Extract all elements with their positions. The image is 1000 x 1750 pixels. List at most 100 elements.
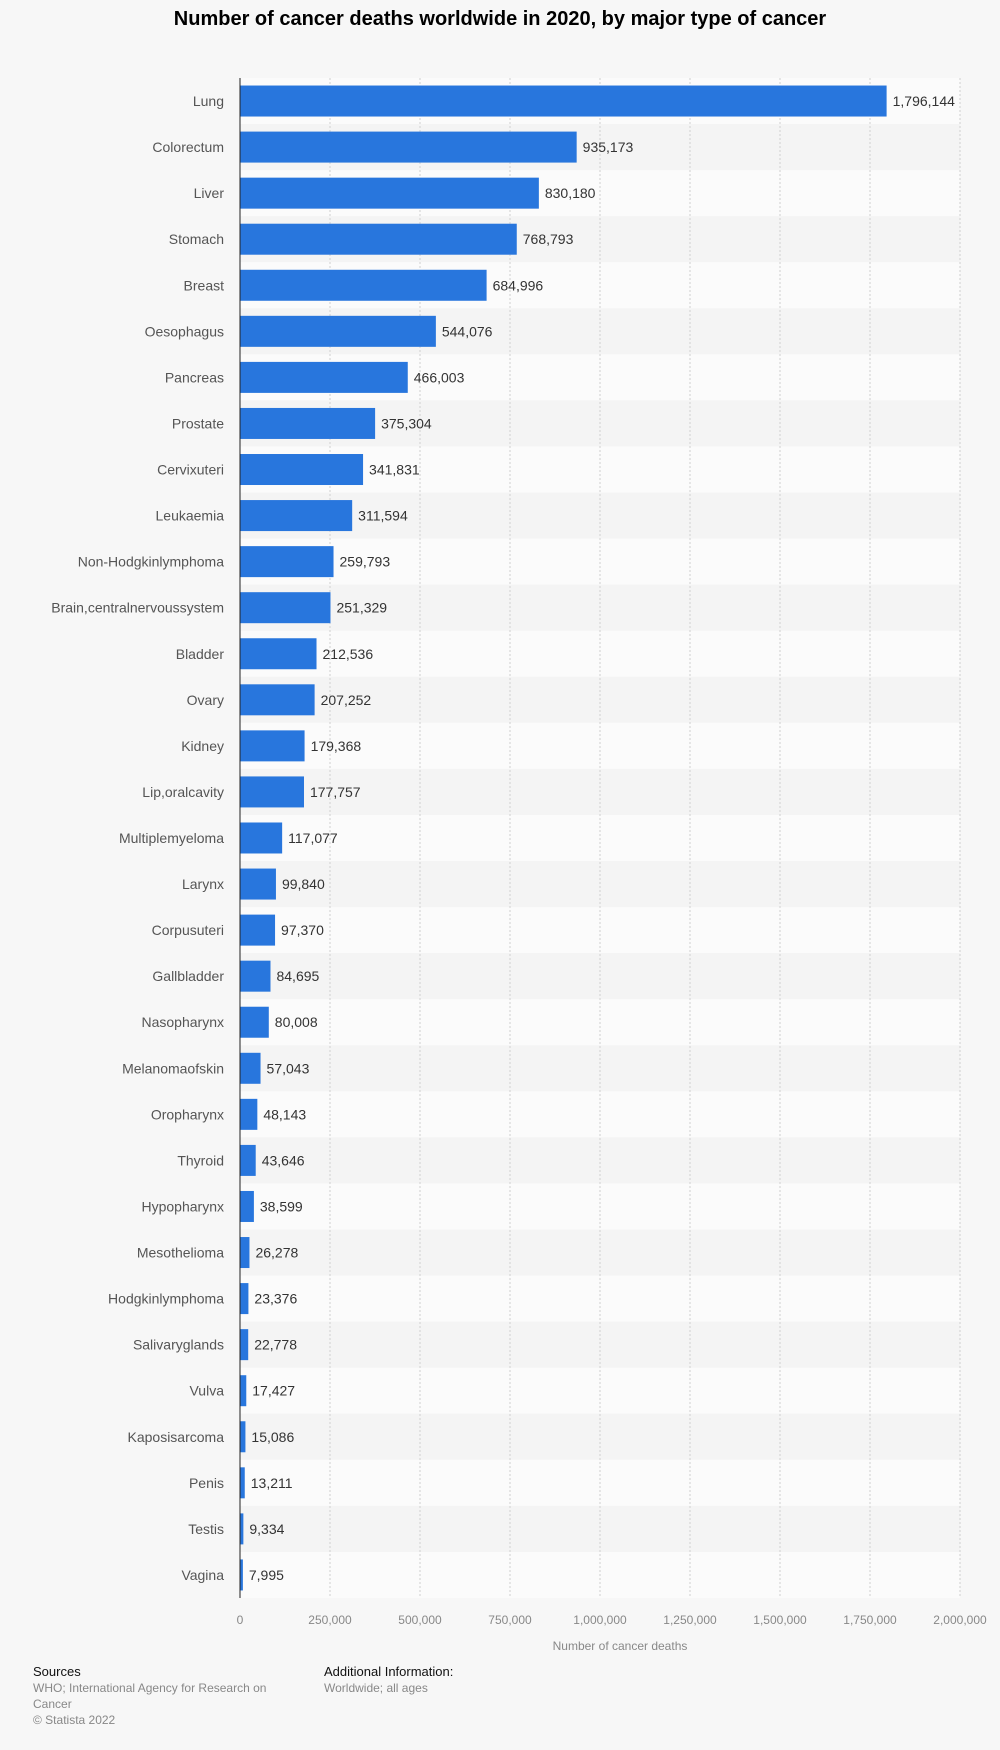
x-tick-label: 1,000,000 (573, 1613, 627, 1627)
value-label: 684,996 (493, 277, 544, 293)
category-label: Pancreas (165, 369, 224, 385)
bar[interactable] (240, 776, 304, 808)
category-label: Penis (189, 1475, 224, 1491)
value-label: 38,599 (260, 1198, 303, 1214)
bar[interactable] (240, 1329, 249, 1361)
bar[interactable] (240, 1375, 247, 1407)
bar[interactable] (240, 1052, 261, 1084)
category-label: Bladder (176, 646, 225, 662)
bar[interactable] (240, 315, 436, 347)
category-label: Thyroid (177, 1152, 224, 1168)
bar[interactable] (240, 868, 276, 900)
bar[interactable] (240, 1467, 245, 1499)
x-tick-label: 500,000 (398, 1613, 442, 1627)
value-label: 22,778 (254, 1337, 297, 1353)
category-label: Liver (194, 185, 225, 201)
bar[interactable] (240, 500, 353, 532)
bar[interactable] (240, 1190, 254, 1222)
category-label: Multiplemyeloma (119, 830, 224, 846)
value-label: 259,793 (340, 554, 391, 570)
bar[interactable] (240, 454, 364, 486)
category-label: Lip,oralcavity (142, 784, 224, 800)
additional-info-heading: Additional Information: (324, 1664, 454, 1679)
bar[interactable] (240, 1559, 243, 1591)
category-label: Nasopharynx (142, 1014, 225, 1030)
value-label: 768,793 (523, 231, 574, 247)
bar[interactable] (240, 269, 487, 301)
x-axis-title: Number of cancer deaths (553, 1639, 688, 1653)
value-label: 830,180 (545, 185, 596, 201)
value-label: 43,646 (262, 1152, 305, 1168)
row-band (240, 1321, 960, 1368)
sources-text[interactable]: WHO; International Agency for Research o… (33, 1681, 267, 1711)
value-label: 117,077 (288, 830, 338, 846)
category-label: Stomach (169, 231, 224, 247)
bar[interactable] (240, 131, 577, 163)
bar[interactable] (240, 638, 317, 670)
sources-block: Sources WHO; International Agency for Re… (33, 1664, 283, 1728)
category-label: Testis (188, 1521, 224, 1537)
category-label: Non-Hodgkinlymphoma (78, 554, 225, 570)
value-label: 9,334 (249, 1521, 284, 1537)
bar-chart: Lung 1,796,144 Colorectum 935,173 Liver 830,1… (51, 78, 987, 1653)
row-band (240, 1137, 960, 1184)
value-label: 179,368 (311, 738, 362, 754)
category-label: Mesothelioma (137, 1245, 224, 1261)
value-label: 57,043 (267, 1060, 310, 1076)
bar[interactable] (240, 1006, 269, 1038)
value-label: 17,427 (252, 1383, 295, 1399)
value-label: 26,278 (255, 1245, 298, 1261)
bar[interactable] (240, 361, 408, 393)
x-tick-label: 750,000 (488, 1613, 532, 1627)
value-label: 177,757 (310, 784, 361, 800)
bar[interactable] (240, 960, 271, 992)
bar[interactable] (240, 592, 331, 624)
bar[interactable] (240, 730, 305, 762)
row-band (240, 953, 960, 1000)
bar[interactable] (240, 223, 517, 255)
value-label: 80,008 (275, 1014, 318, 1030)
bar[interactable] (240, 1421, 246, 1453)
category-label: Lung (193, 93, 224, 109)
value-label: 544,076 (442, 323, 493, 339)
bar[interactable] (240, 177, 539, 209)
value-label: 375,304 (381, 415, 432, 431)
row-band (240, 1413, 960, 1460)
value-label: 99,840 (282, 876, 325, 892)
category-label: Oropharynx (151, 1106, 224, 1122)
category-label: Hypopharynx (142, 1198, 225, 1214)
category-label: Brain,centralnervoussystem (51, 600, 224, 616)
x-tick-label: 1,250,000 (663, 1613, 717, 1627)
value-label: 84,695 (276, 968, 319, 984)
value-label: 251,329 (336, 600, 387, 616)
bar[interactable] (240, 684, 315, 716)
value-label: 15,086 (251, 1429, 294, 1445)
bar[interactable] (240, 1144, 256, 1176)
bar[interactable] (240, 914, 276, 946)
category-label: Vulva (189, 1383, 224, 1399)
copyright-text: © Statista 2022 (33, 1713, 116, 1727)
bar[interactable] (240, 85, 887, 117)
value-label: 207,252 (321, 692, 372, 708)
category-label: Breast (184, 277, 225, 293)
x-tick-label: 2,000,000 (933, 1613, 987, 1627)
bar[interactable] (240, 1513, 244, 1545)
bar[interactable] (240, 822, 283, 854)
category-label: Salivaryglands (133, 1337, 224, 1353)
category-label: Kidney (181, 738, 224, 754)
bar[interactable] (240, 1237, 250, 1269)
bar[interactable] (240, 407, 376, 439)
x-tick-label: 0 (237, 1613, 244, 1627)
bar[interactable] (240, 1098, 258, 1130)
category-label: Prostate (172, 415, 224, 431)
category-label: Kaposisarcoma (128, 1429, 225, 1445)
value-label: 341,831 (369, 462, 420, 478)
category-label: Vagina (181, 1567, 224, 1583)
bar[interactable] (240, 546, 334, 578)
additional-info-text: Worldwide; all ages (324, 1681, 428, 1695)
x-tick-label: 1,500,000 (753, 1613, 807, 1627)
value-label: 212,536 (323, 646, 374, 662)
bar[interactable] (240, 1283, 249, 1315)
value-label: 48,143 (263, 1106, 306, 1122)
category-label: Corpusuteri (152, 922, 224, 938)
